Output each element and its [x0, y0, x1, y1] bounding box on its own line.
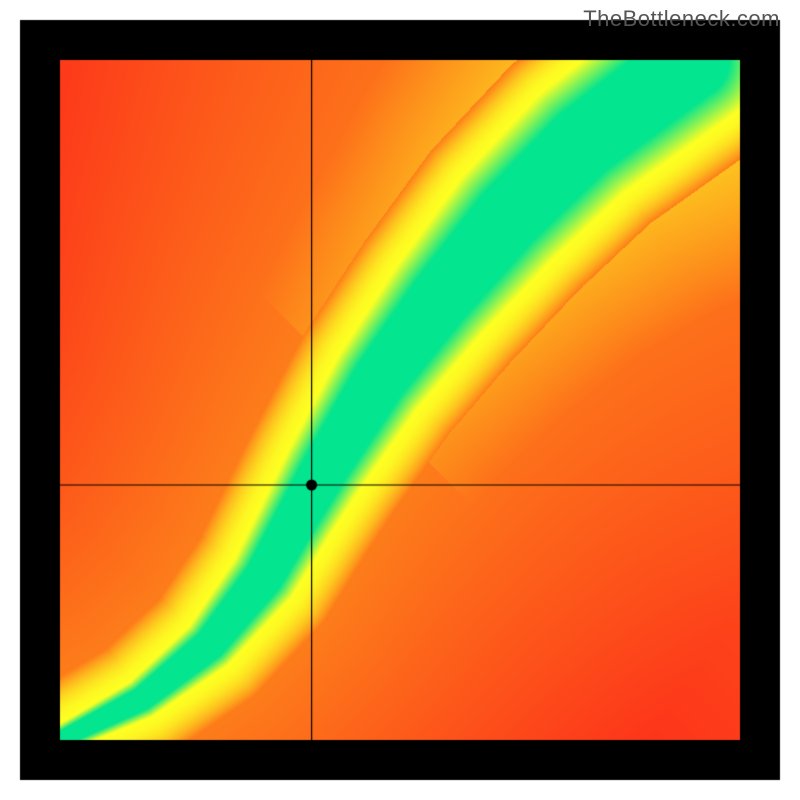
chart-container: TheBottleneck.com: [0, 0, 800, 800]
bottleneck-heatmap-canvas: [0, 0, 800, 800]
watermark-text: TheBottleneck.com: [583, 6, 780, 32]
